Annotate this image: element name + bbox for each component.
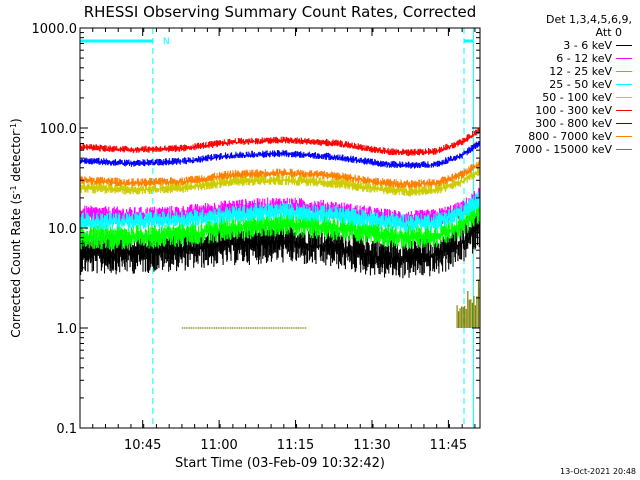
axes: 0.1 1.0 10.0 100.0 1000.0 10:45 11:00 11:15 11:3… — [32, 22, 481, 453]
legend-entry: 12 - 25 keV — [486, 65, 632, 78]
legend-swatch — [616, 97, 632, 98]
legend-swatch — [616, 84, 632, 85]
x-tick-label: 11:15 — [277, 438, 314, 453]
series-line — [80, 206, 480, 279]
legend-entry: 3 - 6 keV — [486, 39, 632, 52]
x-tick-label: 11:45 — [430, 438, 467, 453]
legend-header-line: Att 0 — [486, 26, 632, 39]
y-axis-label: Corrected Count Rate (s-1 detector-1) — [9, 118, 24, 337]
x-axis-label: Start Time (03-Feb-09 10:32:42) — [175, 456, 385, 471]
series-group: N — [80, 28, 480, 428]
legend-label: 6 - 12 keV — [556, 52, 612, 65]
legend-header-text: Det 1,3,4,5,6,9, — [545, 13, 632, 26]
legend-label: 12 - 25 keV — [549, 65, 612, 78]
series-line — [80, 159, 480, 189]
legend-entry: 7000 - 15000 keV — [486, 143, 632, 156]
series-bars — [456, 279, 480, 328]
series-line — [80, 201, 480, 250]
legend-entry: 300 - 800 keV — [486, 117, 632, 130]
legend-swatch — [616, 45, 632, 46]
chart-title: RHESSI Observing Summary Count Rates, Co… — [84, 3, 477, 21]
legend-entry: 100 - 300 keV — [486, 104, 632, 117]
legend-swatch — [616, 136, 632, 137]
y-tick-label: 0.1 — [56, 422, 77, 437]
legend-swatch — [616, 123, 632, 124]
series-line — [80, 166, 480, 197]
y-tick-label: 1000.0 — [32, 22, 78, 37]
legend-label: 7000 - 15000 keV — [514, 143, 612, 156]
legend-swatch — [616, 110, 632, 111]
legend-label: 100 - 300 keV — [535, 104, 612, 117]
legend-label: 300 - 800 keV — [535, 117, 612, 130]
x-tick-label: 11:00 — [200, 438, 237, 453]
legend-entries: 3 - 6 keV 6 - 12 keV 12 - 25 keV 25 - 50 ke… — [486, 39, 632, 156]
legend-entry: 50 - 100 keV — [486, 91, 632, 104]
plot-area: N — [80, 28, 480, 428]
legend-label: 25 - 50 keV — [549, 78, 612, 91]
legend-entry: 800 - 7000 keV — [486, 130, 632, 143]
series-line — [80, 140, 480, 169]
legend-swatch — [616, 149, 632, 150]
series-line — [80, 191, 480, 232]
legend-label: 3 - 6 keV — [563, 39, 612, 52]
legend-header-line: Det 1,3,4,5,6,9, — [486, 13, 632, 26]
legend-swatch — [616, 71, 632, 72]
legend-label: 800 - 7000 keV — [528, 130, 612, 143]
y-tick-label: 10.0 — [48, 222, 77, 237]
timestamp: 13-Oct-2021 20:48 — [560, 467, 636, 476]
y-tick-label: 1.0 — [56, 322, 77, 337]
x-tick-label: 10:45 — [124, 438, 161, 453]
legend: Det 1,3,4,5,6,9, Att 0 3 - 6 keV 6 - 12 k… — [486, 13, 632, 156]
legend-entry: 6 - 12 keV — [486, 52, 632, 65]
legend-header-text: Att 0 — [595, 26, 622, 39]
y-tick-label: 100.0 — [40, 122, 77, 137]
x-tick-label: 11:30 — [353, 438, 390, 453]
legend-label: 50 - 100 keV — [542, 91, 612, 104]
legend-swatch — [616, 58, 632, 59]
series-line — [80, 128, 480, 157]
attenuator-label: N — [163, 37, 170, 47]
legend-entry: 25 - 50 keV — [486, 78, 632, 91]
